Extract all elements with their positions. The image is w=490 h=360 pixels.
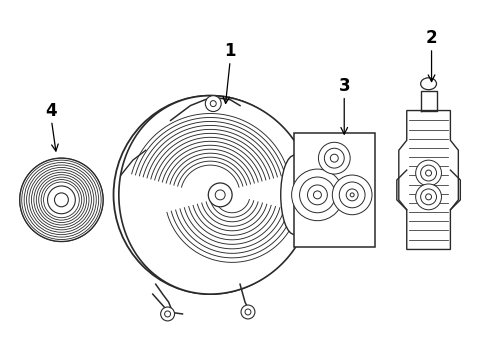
Circle shape [426,170,432,176]
Circle shape [308,185,327,205]
Text: 4: 4 [46,102,57,120]
Polygon shape [119,96,311,294]
Circle shape [416,160,441,186]
Circle shape [161,307,174,321]
Circle shape [426,194,432,200]
Circle shape [54,193,69,207]
Text: 2: 2 [426,29,438,47]
Ellipse shape [281,155,309,235]
Circle shape [330,154,338,162]
Text: 3: 3 [339,77,350,95]
Circle shape [210,100,216,107]
Ellipse shape [420,78,437,90]
Circle shape [208,183,232,207]
Circle shape [48,186,75,214]
Circle shape [346,189,358,201]
Circle shape [350,193,354,197]
Circle shape [339,182,365,208]
Circle shape [332,175,372,215]
Circle shape [241,305,255,319]
Circle shape [318,142,350,174]
Circle shape [165,311,171,317]
Circle shape [215,190,225,200]
Ellipse shape [114,96,307,294]
Circle shape [299,177,335,213]
Circle shape [314,191,321,199]
Circle shape [292,169,343,221]
Circle shape [416,184,441,210]
Circle shape [420,165,437,181]
Text: 1: 1 [224,42,236,60]
Circle shape [205,96,221,112]
Circle shape [20,158,103,242]
Circle shape [245,309,251,315]
Circle shape [420,189,437,205]
Circle shape [324,148,344,168]
Polygon shape [399,111,458,249]
Bar [294,133,375,247]
